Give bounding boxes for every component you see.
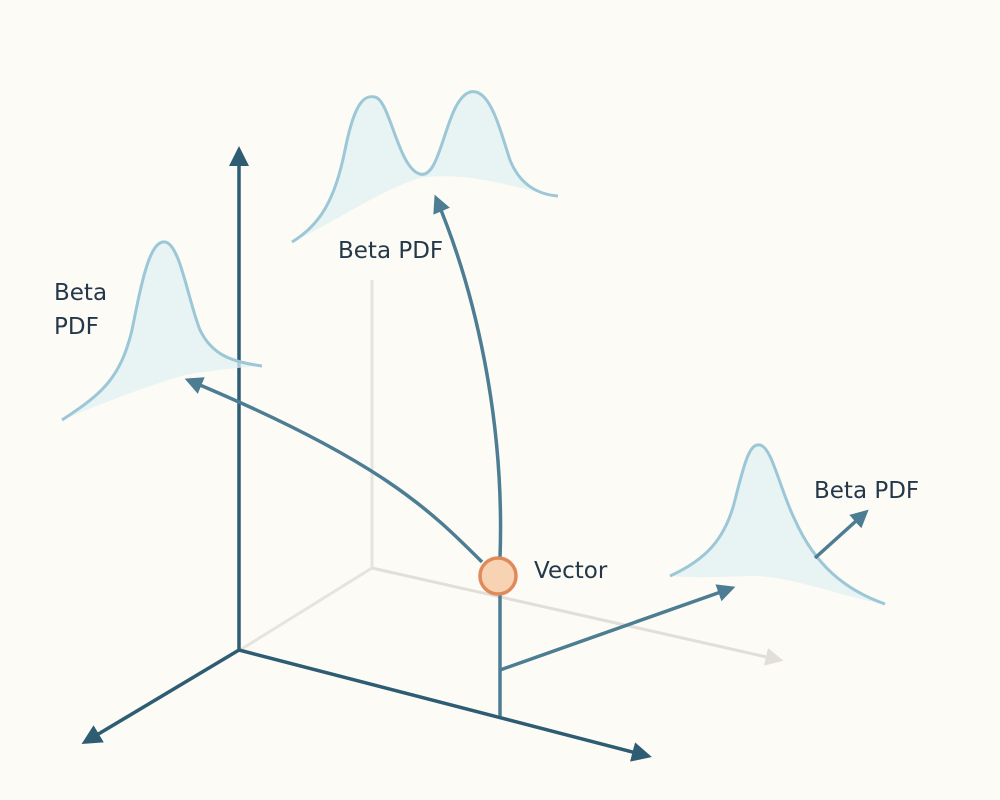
faint-axis-right bbox=[371, 566, 784, 666]
label-vector: Vector bbox=[534, 558, 608, 584]
faint-axis-left bbox=[239, 566, 373, 652]
background-axes bbox=[239, 280, 784, 666]
arrow-to-top-pdf bbox=[433, 194, 503, 559]
beta-pdf-curves bbox=[61, 90, 886, 606]
label-top-pdf: Beta PDF bbox=[338, 238, 443, 264]
beta-pdf-curve-right bbox=[670, 444, 885, 604]
main-axes bbox=[81, 146, 652, 762]
beta-pdf-curve-left bbox=[62, 241, 262, 420]
label-left-pdf-line1: Beta bbox=[54, 280, 107, 306]
beta-pdf-curve-top-outline bbox=[291, 90, 559, 244]
arrow-right-pdf-output bbox=[813, 509, 869, 560]
label-right-pdf: Beta PDF bbox=[814, 478, 919, 504]
beta-pdf-curve-left-outline bbox=[61, 240, 263, 422]
vector-arrows bbox=[184, 194, 869, 716]
label-left-pdf-line2: PDF bbox=[54, 314, 99, 340]
axis-right-diagonal bbox=[238, 648, 652, 762]
axis-left-diagonal bbox=[81, 648, 240, 745]
labels: Beta PDF Beta PDF Beta PDF Vector bbox=[54, 238, 919, 584]
arrow-to-left-pdf bbox=[184, 377, 484, 564]
vector-node bbox=[478, 556, 518, 596]
beta-pdf-curve-top bbox=[292, 91, 558, 242]
arrow-to-right-pdf bbox=[499, 584, 736, 672]
beta-pdf-curve-right-outline bbox=[669, 443, 886, 606]
